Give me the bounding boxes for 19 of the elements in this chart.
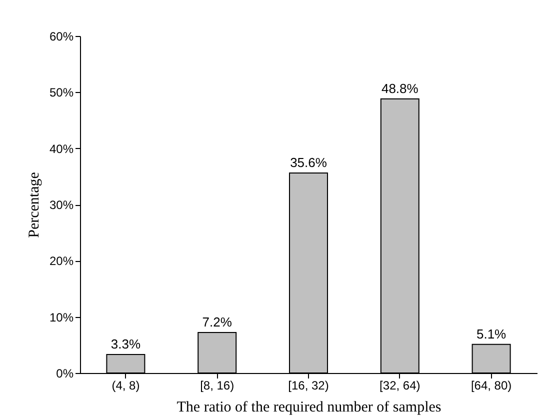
- x-tick-label: [32, 64): [380, 378, 420, 392]
- x-tick-label: (4, 8): [112, 378, 140, 392]
- x-axis-title: The ratio of the required number of samples: [176, 400, 442, 416]
- data-label: 7.2%: [202, 314, 232, 330]
- y-tick-label: 30%: [49, 198, 74, 212]
- x-tick-label: [64, 80): [470, 378, 512, 392]
- x-tick-label: [8, 16): [200, 378, 234, 392]
- y-tick-label: 20%: [49, 254, 74, 268]
- y-tick-label: 60%: [49, 30, 74, 44]
- data-label: 5.1%: [476, 326, 507, 342]
- data-label: 48.8%: [381, 80, 419, 96]
- x-tick-label: [16, 32): [288, 378, 329, 392]
- y-tick-label: 0%: [56, 366, 74, 380]
- y-tick-label: 40%: [49, 142, 74, 156]
- y-axis-title: Percentage: [26, 172, 42, 238]
- y-tick-label: 50%: [49, 86, 74, 100]
- y-tick-label: 10%: [49, 310, 74, 324]
- data-label: 3.3%: [110, 336, 141, 352]
- data-label: 35.6%: [290, 155, 328, 170]
